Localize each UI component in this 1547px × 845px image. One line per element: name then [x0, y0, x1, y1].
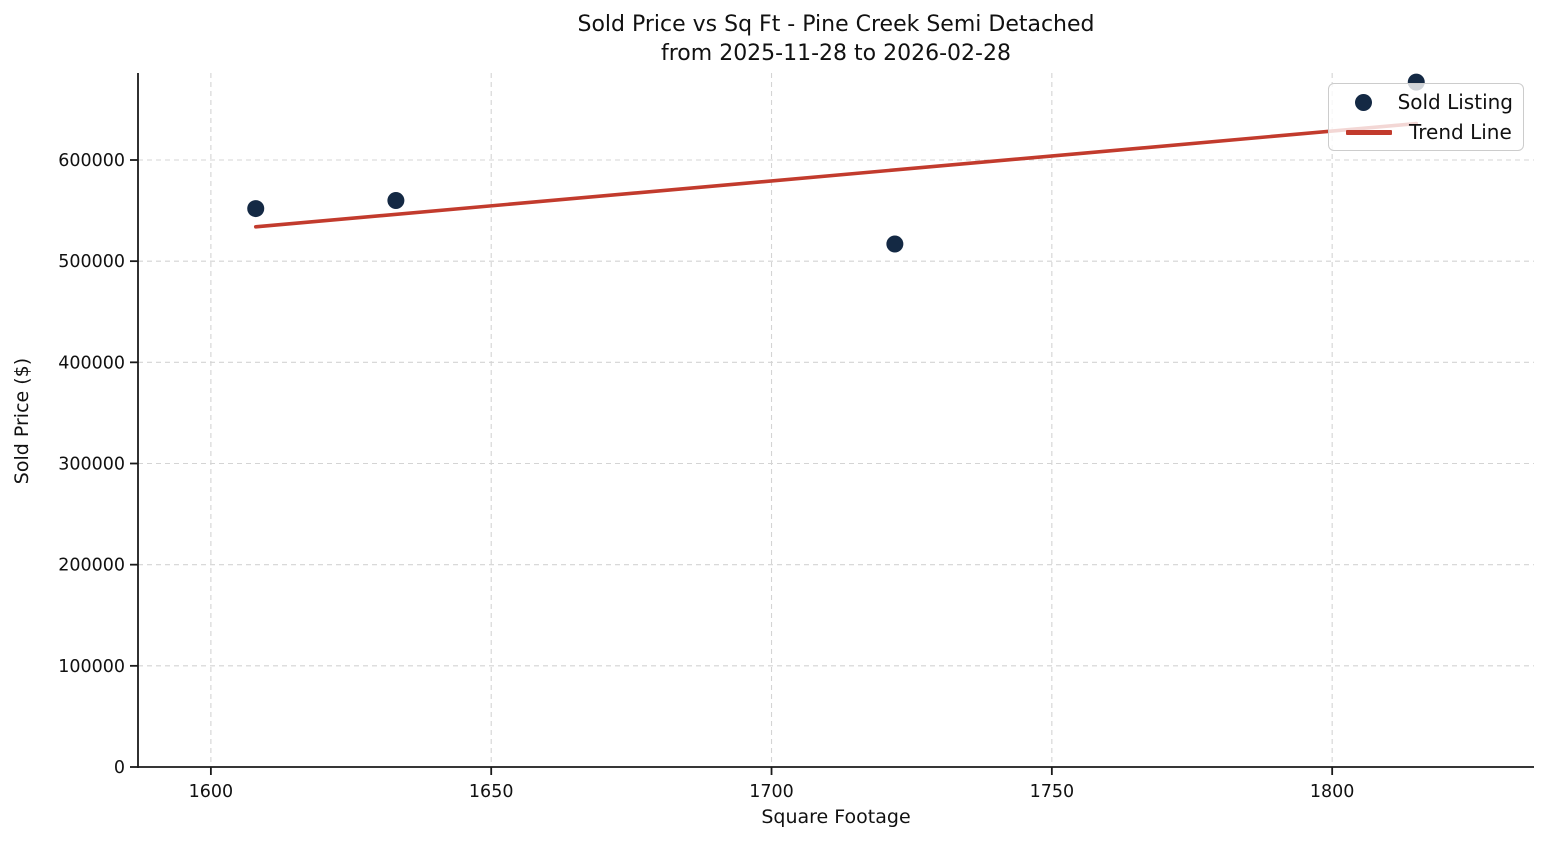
data-point — [247, 200, 265, 218]
data-point — [886, 235, 904, 253]
y-tick-label: 0 — [114, 758, 125, 778]
legend-item-sold-listing: Sold Listing — [1343, 90, 1513, 114]
x-tick-label: 1650 — [469, 782, 514, 802]
y-tick-label: 300000 — [58, 455, 125, 475]
y-tick-label: 100000 — [58, 657, 125, 677]
x-tick-label: 1800 — [1310, 782, 1355, 802]
legend-label-sold-listing: Sold Listing — [1397, 90, 1513, 114]
legend-label-trend-line: Trend Line — [1409, 120, 1512, 144]
y-tick-label: 200000 — [58, 556, 125, 576]
trend-line — [253, 121, 1419, 229]
chart-title-block: Sold Price vs Sq Ft - Pine Creek Semi De… — [138, 10, 1534, 68]
x-axis-label: Square Footage — [761, 806, 911, 828]
y-tick-label: 600000 — [58, 151, 125, 171]
trend-line-marker-icon — [1346, 129, 1392, 135]
x-tick-label: 1750 — [1030, 782, 1075, 802]
chart-title: Sold Price vs Sq Ft - Pine Creek Semi De… — [577, 12, 1095, 37]
legend: Sold Listing Trend Line — [1328, 83, 1524, 151]
chart-subtitle: from 2025-11-28 to 2026-02-28 — [661, 41, 1011, 67]
data-point — [387, 191, 405, 209]
y-tick-label: 400000 — [58, 353, 125, 373]
legend-item-trend-line: Trend Line — [1343, 120, 1513, 144]
sold-listing-marker-icon — [1354, 93, 1372, 111]
x-tick-label: 1600 — [189, 782, 234, 802]
y-tick-label: 500000 — [58, 252, 125, 272]
y-axis-label: Sold Price ($) — [11, 357, 33, 485]
x-tick-label: 1700 — [749, 782, 794, 802]
